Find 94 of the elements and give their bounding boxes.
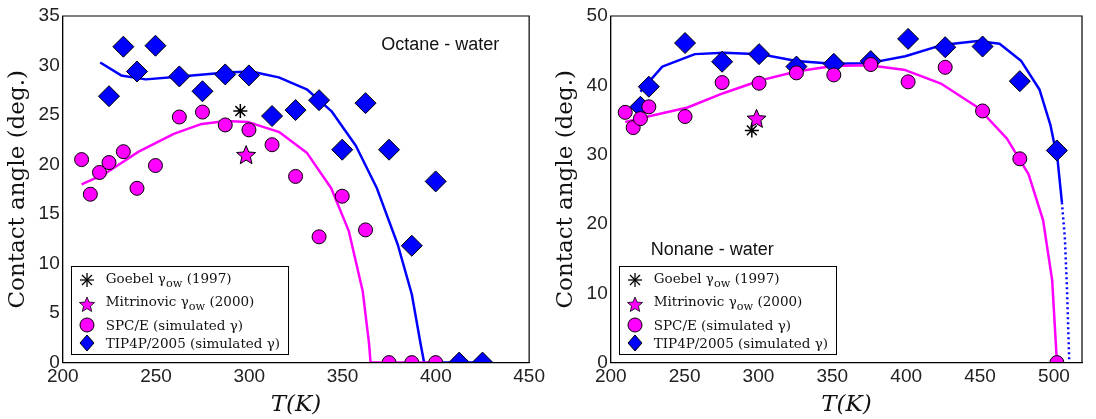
x-tick-label: 450 (513, 365, 545, 387)
point (934, 36, 957, 59)
point (617, 104, 633, 120)
x-tick-label: 300 (233, 365, 266, 387)
point (98, 85, 120, 108)
legend-label: Mitrinovic γ$_{ow}$ (2000) (653, 292, 803, 315)
point (331, 138, 354, 161)
point (674, 32, 697, 55)
y-tick-label: 25 (38, 103, 60, 125)
y-tick-label: 10 (586, 281, 608, 303)
point (744, 122, 760, 139)
point (241, 122, 257, 138)
point (129, 180, 145, 196)
y-tick-label: 10 (38, 251, 60, 273)
y-tick-label: 20 (38, 152, 60, 174)
point (746, 108, 767, 128)
point (147, 158, 163, 174)
y-axis-title: Contact angle (deg.) (550, 70, 577, 309)
point (714, 75, 730, 91)
legend-label: SPC/E (simulated γ) (653, 315, 792, 334)
x-tick-label: 250 (668, 365, 701, 387)
point (82, 186, 98, 202)
x-axis-title: T(K) (821, 390, 872, 417)
point (171, 109, 187, 125)
point (424, 170, 447, 193)
point (826, 67, 842, 83)
legend-label: Goebel γ$_{ow}$ (1997) (653, 268, 780, 292)
legend-label: TIP4P/2005 (simulated γ) (105, 333, 281, 352)
x-tick-label: 350 (326, 365, 359, 387)
point (125, 60, 148, 83)
point (1012, 151, 1028, 167)
point (101, 155, 117, 171)
legend-label: Goebel γ$_{ow}$ (1997) (105, 268, 232, 292)
y-tick-label: 30 (38, 53, 60, 75)
point (378, 138, 401, 161)
point (400, 234, 423, 257)
y-tick-label: 35 (38, 4, 60, 26)
x-tick-label: 500 (1038, 365, 1070, 387)
x-tick-label: 400 (420, 365, 452, 387)
point (261, 105, 284, 128)
point (115, 144, 131, 160)
point (632, 111, 648, 127)
legend-label: Mitrinovic γ$_{ow}$ (2000) (105, 292, 255, 315)
legend-label: TIP4P/2005 (simulated γ) (653, 333, 829, 352)
point (975, 103, 991, 119)
x-tick-label: 400 (890, 365, 923, 387)
point (751, 75, 767, 91)
point (168, 65, 191, 88)
point (236, 145, 257, 165)
point (637, 75, 660, 98)
point (1045, 139, 1068, 162)
y-tick-label: 30 (586, 142, 608, 164)
point (971, 35, 994, 58)
point (74, 152, 90, 168)
point (748, 43, 771, 66)
point (308, 89, 331, 112)
y-tick-label: 50 (586, 4, 608, 26)
point (897, 27, 920, 50)
x-tick-label: 250 (140, 365, 172, 387)
x-tick-label: 300 (742, 365, 775, 387)
y-axis-title: Contact angle (deg.) (2, 70, 29, 309)
point (1008, 70, 1031, 93)
point (354, 92, 377, 115)
point (112, 35, 135, 58)
point (358, 222, 374, 238)
point (144, 34, 167, 57)
point (237, 64, 260, 87)
point (284, 99, 307, 122)
x-axis-title: T(K) (270, 390, 322, 417)
y-tick-label: 5 (49, 301, 60, 323)
point (711, 50, 734, 73)
point (937, 59, 953, 75)
y-tick-label: 15 (38, 202, 60, 224)
annotation: Nonane - water (650, 239, 774, 260)
point (334, 188, 350, 204)
point (232, 103, 249, 119)
point (264, 137, 280, 153)
point (191, 80, 214, 103)
x-tick-label: 350 (816, 365, 849, 387)
point (214, 63, 237, 86)
point (900, 74, 916, 90)
point (288, 168, 304, 184)
legend-label: SPC/E (simulated γ) (105, 315, 244, 334)
x-tick-label: 450 (964, 365, 996, 387)
y-tick-label: 20 (586, 212, 608, 234)
point (788, 65, 804, 81)
point (677, 109, 693, 125)
annotation: Octane - water (381, 34, 500, 55)
point (194, 104, 210, 120)
point (91, 164, 107, 180)
point (311, 229, 327, 245)
point (641, 99, 657, 115)
point (217, 117, 233, 133)
y-tick-label: 40 (586, 73, 608, 95)
